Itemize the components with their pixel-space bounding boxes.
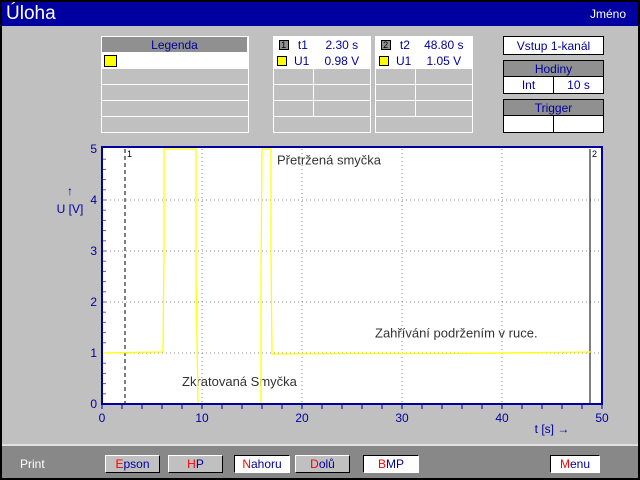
label: P	[195, 457, 204, 471]
hotkey: H	[187, 457, 196, 471]
y-tick-label: 3	[90, 244, 97, 258]
label: olů	[318, 457, 335, 471]
annotation-short-loop: Zkratovaná Smyčka	[182, 374, 298, 389]
x-tick-label: 40	[495, 411, 509, 425]
x-tick-label: 30	[395, 411, 409, 425]
label: pson	[123, 457, 150, 471]
y-axis-label: U [V]	[57, 202, 84, 216]
plot-area	[102, 147, 602, 404]
hotkey: N	[242, 457, 251, 471]
input-mode-label: Vstup 1-kanál	[516, 38, 591, 53]
cursor1-number: 1	[278, 39, 289, 50]
clock-title: Hodiny	[534, 61, 573, 76]
input-mode-button[interactable]: Vstup 1-kanál	[503, 36, 604, 55]
label: ahoru	[250, 457, 282, 471]
name-label[interactable]: Jméno	[589, 7, 626, 21]
cursor2-t-value: 48.80 s	[424, 37, 464, 52]
x-tick-label: 50	[595, 411, 609, 425]
cursor2-number: 2	[380, 39, 391, 50]
x-axis-label: t [s] →	[535, 422, 570, 436]
y-tick-label: 2	[90, 295, 97, 309]
clock-period[interactable]: 10 s	[567, 78, 590, 92]
hotkey: E	[115, 457, 124, 471]
x-tick-label: 20	[295, 411, 309, 425]
clock-box: Hodiny Int 10 s	[503, 60, 604, 94]
print-label: Print	[20, 457, 45, 471]
cursor-1-label: 1	[127, 149, 132, 159]
hotkey: B	[377, 457, 386, 471]
cursor1-t-label: t1	[297, 37, 308, 52]
y-axis-arrow: ↑	[67, 184, 73, 198]
trigger-setting-2[interactable]	[554, 116, 603, 132]
y-tick-label: 0	[90, 397, 97, 411]
series-line	[101, 148, 593, 405]
legend-color-swatch[interactable]	[104, 54, 117, 67]
hotkey: M	[559, 457, 570, 471]
legend-title: Legenda	[102, 37, 248, 52]
cursor1-u-label: U1	[293, 53, 310, 68]
chart[interactable]: 0 10 20 30 40 50 0 1 2 3 4 5 ↑ U [V] t [s] → Přetrž…	[2, 140, 638, 440]
cursor2-color	[379, 55, 390, 66]
annotation-warming: Zahřívání podržením v ruce.	[375, 326, 538, 341]
cursor1-u-value: 0.98 V	[324, 53, 360, 68]
annotation-broken-loop: Přetržená smyčka	[277, 152, 382, 167]
cursor2-u-value: 1.05 V	[426, 53, 462, 68]
trigger-box: Trigger	[503, 99, 604, 133]
y-tick-label: 5	[90, 142, 97, 156]
cursor-2-label: 2	[592, 149, 597, 159]
label: MP	[386, 457, 404, 471]
cursor2-t-label: t2	[399, 37, 410, 52]
x-tick-label: 10	[195, 411, 209, 425]
label: enu	[569, 457, 591, 471]
y-tick-label: 1	[90, 346, 97, 360]
trigger-setting-1[interactable]	[504, 116, 554, 132]
plot-frame	[101, 146, 603, 405]
clock-source[interactable]: Int	[504, 77, 554, 93]
title-bar: Úloha Jméno	[2, 2, 638, 26]
bmp-button[interactable]: B MP	[363, 455, 419, 473]
cursor2-u-label: U1	[395, 53, 412, 68]
cursor1-t-value: 2.30 s	[325, 37, 359, 52]
app-title: Úloha	[6, 3, 56, 24]
y-tick-label: 4	[90, 193, 97, 207]
trigger-title: Trigger	[534, 100, 573, 115]
cursor1-color	[277, 55, 288, 66]
x-tick-label: 0	[99, 411, 106, 425]
legend-table: Legenda	[101, 36, 249, 133]
hotkey: D	[310, 457, 319, 471]
cursor1-table: 1 t1 2.30 s U1 0.98 V	[273, 36, 371, 133]
cursor2-table: 2 t2 48.80 s U1 1.05 V	[375, 36, 473, 133]
